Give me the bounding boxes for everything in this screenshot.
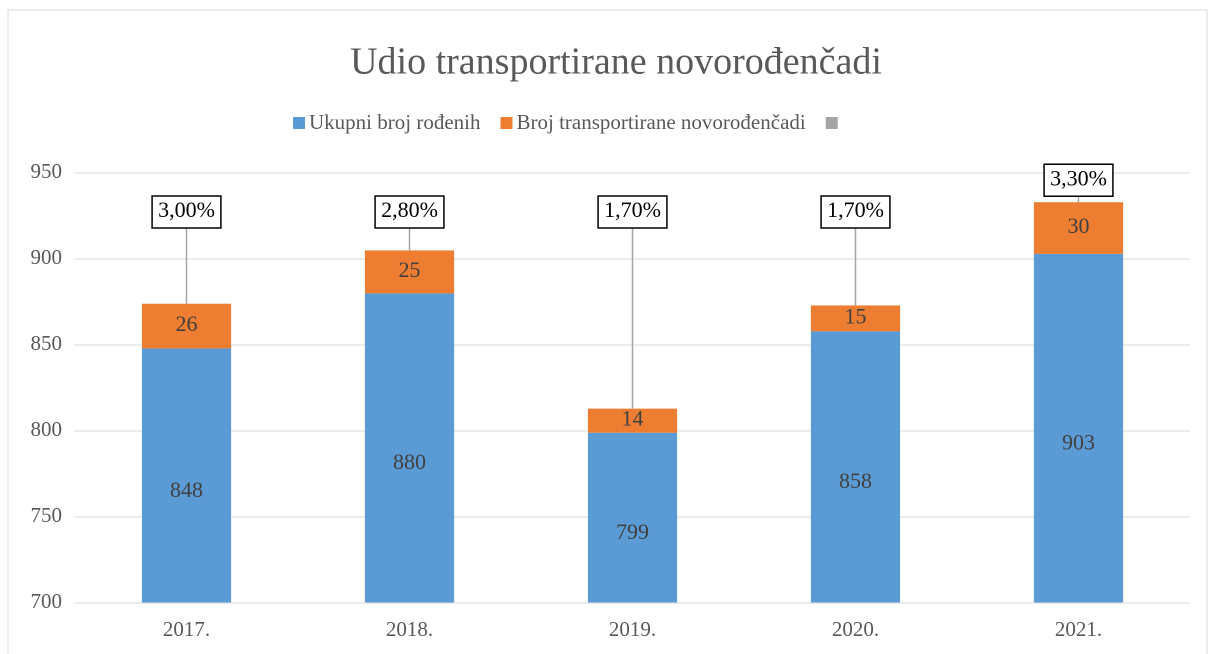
bar-segment [364, 250, 455, 294]
value-label: 15 [845, 303, 867, 328]
value-label: 14 [622, 406, 644, 431]
legend-swatch [293, 117, 305, 129]
y-tick-label: 800 [31, 417, 63, 441]
value-label: 880 [393, 449, 426, 474]
bar-segment [1033, 202, 1124, 254]
y-tick-label: 900 [31, 245, 63, 269]
chart-title: Udio transportirane novorođenčadi [350, 41, 882, 83]
x-tick-label: 2021. [1055, 617, 1102, 641]
bar-segment [587, 432, 678, 603]
bar-segment [810, 331, 901, 603]
bar-segment [141, 303, 232, 349]
x-tick-label: 2018. [386, 617, 433, 641]
value-label: 858 [839, 468, 872, 493]
bar-segment [364, 293, 455, 603]
legend-swatch [500, 117, 513, 129]
value-label: 848 [170, 477, 203, 502]
value-label: 799 [616, 519, 649, 544]
value-label: 25 [399, 257, 421, 282]
y-tick-label: 700 [31, 589, 63, 613]
bar-segment [1033, 253, 1124, 603]
percent-box [1043, 163, 1114, 197]
y-tick-label: 950 [31, 159, 63, 183]
percent-box [597, 195, 668, 229]
percent-label: 2,80% [381, 197, 438, 222]
x-tick-label: 2019. [609, 617, 656, 641]
value-label: 903 [1062, 429, 1095, 454]
percent-label: 1,70% [827, 197, 884, 222]
y-tick-label: 750 [31, 503, 63, 527]
percent-label: 1,70% [604, 197, 661, 222]
bar-segment [587, 408, 678, 433]
value-label: 30 [1068, 213, 1090, 238]
x-tick-label: 2017. [163, 617, 210, 641]
y-tick-label: 850 [31, 331, 63, 355]
percent-label: 3,00% [158, 197, 215, 222]
percent-label: 3,30% [1050, 165, 1107, 190]
x-tick-label: 2020. [832, 617, 879, 641]
bar-segment [810, 305, 901, 332]
legend-label: Broj transportirane novorođenčadi [516, 110, 805, 134]
legend-label: Ukupni broj rođenih [309, 110, 481, 134]
value-label: 26 [176, 311, 198, 336]
percent-box [374, 195, 445, 229]
bar-segment [141, 348, 232, 603]
legend-swatch [825, 117, 838, 129]
percent-box [151, 195, 222, 229]
percent-box [820, 195, 891, 229]
